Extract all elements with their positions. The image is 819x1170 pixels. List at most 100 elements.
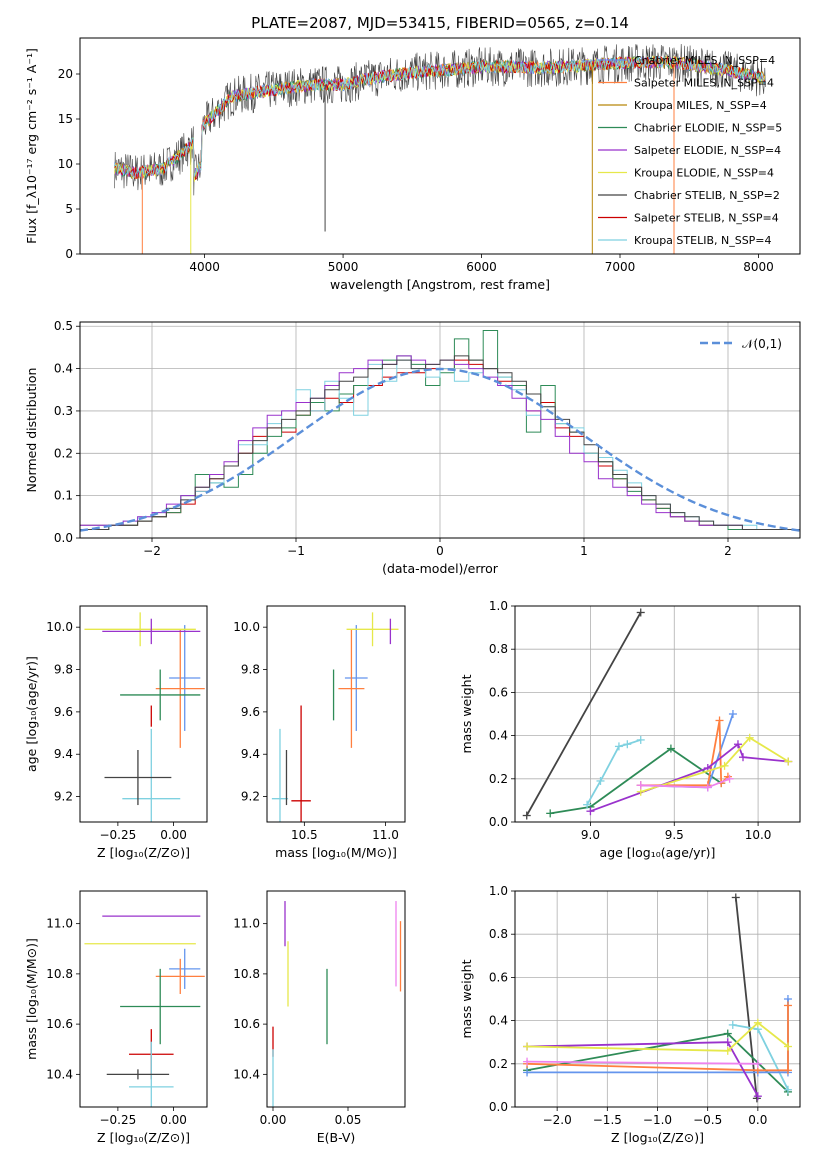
x-tick-label: −0.25 bbox=[99, 1113, 136, 1127]
y-tick-label: 11.0 bbox=[46, 917, 73, 931]
y-tick-label: 9.4 bbox=[241, 747, 260, 761]
x-tick-label: 11.0 bbox=[372, 828, 399, 842]
y-tick-label: 0.0 bbox=[54, 531, 73, 545]
age-vs-z-plot-area bbox=[84, 612, 205, 822]
x-tick-label: 10.5 bbox=[291, 828, 318, 842]
weight-line bbox=[526, 1060, 758, 1065]
y-tick-label: 10.6 bbox=[233, 1017, 260, 1031]
x-tick-label: 7000 bbox=[605, 260, 636, 274]
spectrum-panel: 4000 5000 6000 7000 8000 0 5 10 15 20 wavelength [… bbox=[24, 37, 801, 292]
y-axis-label: age [log₁₀(age/yr)] bbox=[24, 656, 39, 772]
y-tick-label: 0.5 bbox=[54, 319, 73, 333]
y-axis-label: Normed distribution bbox=[24, 368, 39, 493]
y-tick-label: 9.2 bbox=[241, 790, 260, 804]
mass-vs-ebv-plot-area bbox=[272, 901, 402, 1107]
residuals-panel: −2 −1 0 1 2 0.0 0.1 0.2 0.3 0.4 0.5 (data-model)/er… bbox=[24, 319, 801, 576]
spectrum-line bbox=[114, 56, 766, 181]
x-tick-label: 6000 bbox=[466, 260, 497, 274]
x-axis-label: (data-model)/error bbox=[382, 561, 499, 576]
legend-label: 𝒩(0,1) bbox=[742, 337, 782, 351]
x-tick-label: 9.0 bbox=[581, 828, 600, 842]
x-axis-label: wavelength [Angstrom, rest frame] bbox=[330, 277, 550, 292]
y-tick-label: 0.4 bbox=[54, 362, 73, 376]
y-tick-label: 20 bbox=[58, 67, 73, 81]
weight-vs-z-plot-area bbox=[523, 893, 792, 1103]
x-tick-label: 0.05 bbox=[335, 1113, 362, 1127]
x-axis-label: mass [log₁₀(M/M⊙)] bbox=[275, 845, 397, 860]
age-vs-mass-panel: 10.5 11.0 9.2 9.4 9.6 9.8 10.0 mass [log₁₀(M/M⊙… bbox=[233, 605, 406, 860]
age-vs-z-panel: −0.25 0.00 9.2 9.4 9.6 9.8 10.0 Z [log₁₀(Z/Z⊙)]… bbox=[24, 605, 208, 860]
y-tick-label: 0.3 bbox=[54, 404, 73, 418]
x-axis-label: Z [log₁₀(Z/Z⊙)] bbox=[97, 845, 190, 860]
x-tick-label: 0 bbox=[436, 544, 444, 558]
y-axis-label: mass weight bbox=[459, 674, 474, 753]
legend-label: Chabrier MILES, N_SSP=4 bbox=[634, 54, 775, 67]
legend-label: Kroupa MILES, N_SSP=4 bbox=[634, 99, 767, 112]
y-tick-label: 0.8 bbox=[489, 927, 508, 941]
x-tick-label: 0.0 bbox=[748, 1113, 767, 1127]
spectrum-plot-area bbox=[114, 43, 766, 254]
y-tick-label: 0.6 bbox=[489, 970, 508, 984]
x-tick-label: −2 bbox=[143, 544, 161, 558]
legend-label: Salpeter ELODIE, N_SSP=4 bbox=[634, 144, 781, 157]
x-tick-label: 0.00 bbox=[160, 828, 187, 842]
figure-title: PLATE=2087, MJD=53415, FIBERID=0565, z=0… bbox=[251, 14, 629, 32]
age-vs-mass-plot-area bbox=[271, 612, 399, 822]
y-tick-label: 0.8 bbox=[489, 642, 508, 656]
mass-vs-z-panel: −0.25 0.00 10.4 10.6 10.8 11.0 Z [log₁₀(Z/Z⊙)]… bbox=[24, 890, 208, 1145]
y-axis-label: mass [log₁₀(M/M⊙)] bbox=[24, 938, 39, 1060]
axes-frame bbox=[79, 37, 801, 255]
legend-label: Chabrier STELIB, N_SSP=2 bbox=[634, 189, 780, 202]
y-tick-label: 10.4 bbox=[46, 1067, 73, 1081]
y-tick-label: 9.6 bbox=[241, 705, 260, 719]
x-tick-label: 0.00 bbox=[160, 1113, 187, 1127]
y-tick-label: 0.6 bbox=[489, 685, 508, 699]
x-tick-label: −2.0 bbox=[543, 1113, 572, 1127]
x-tick-label: 4000 bbox=[189, 260, 220, 274]
x-tick-label: 0.00 bbox=[260, 1113, 287, 1127]
residuals-plot-area bbox=[80, 330, 800, 532]
y-tick-label: 0.2 bbox=[489, 1057, 508, 1071]
y-tick-label: 0.1 bbox=[54, 489, 73, 503]
y-tick-label: 9.4 bbox=[54, 747, 73, 761]
weight-vs-age-panel: 9.0 9.5 10.0 0.0 0.2 0.4 0.6 0.8 1.0 age [log₁₀(a… bbox=[459, 599, 801, 860]
x-axis-label: Z [log₁₀(Z/Z⊙)] bbox=[97, 1130, 190, 1145]
y-tick-label: 1.0 bbox=[489, 599, 508, 613]
weight-line bbox=[590, 742, 789, 813]
weight-line bbox=[550, 747, 722, 815]
y-tick-label: 15 bbox=[58, 112, 73, 126]
legend-label: Salpeter MILES, N_SSP=4 bbox=[634, 77, 774, 90]
y-tick-label: 9.8 bbox=[241, 663, 260, 677]
x-axis-label: E(B-V) bbox=[317, 1130, 356, 1145]
weight-line bbox=[734, 897, 758, 1099]
legend-label: Kroupa ELODIE, N_SSP=4 bbox=[634, 167, 774, 180]
weight-line bbox=[640, 736, 789, 793]
y-tick-label: 9.8 bbox=[54, 663, 73, 677]
x-tick-label: −1.0 bbox=[643, 1113, 672, 1127]
y-tick-label: 10.4 bbox=[233, 1067, 260, 1081]
spectrum-line bbox=[114, 55, 765, 178]
x-tick-label: −0.25 bbox=[99, 828, 136, 842]
x-tick-label: 9.5 bbox=[665, 828, 684, 842]
x-axis-label: Z [log₁₀(Z/Z⊙)] bbox=[611, 1130, 704, 1145]
y-tick-label: 0 bbox=[65, 247, 73, 261]
x-tick-label: −1 bbox=[287, 544, 305, 558]
weight-vs-z-panel: −2.0 −1.5 −1.0 −0.5 0.0 0.0 0.2 0.4 0.6 0.8 1.0 Z [… bbox=[459, 884, 801, 1145]
y-tick-label: 5 bbox=[65, 202, 73, 216]
y-axis-label: mass weight bbox=[459, 959, 474, 1038]
axes-frame bbox=[266, 605, 406, 823]
axes-frame bbox=[79, 605, 208, 823]
y-tick-label: 10.8 bbox=[233, 967, 260, 981]
x-tick-label: 8000 bbox=[743, 260, 774, 274]
y-tick-label: 1.0 bbox=[489, 884, 508, 898]
x-tick-label: 2 bbox=[724, 544, 732, 558]
y-tick-label: 0.4 bbox=[489, 1014, 508, 1028]
y-tick-label: 9.6 bbox=[54, 705, 73, 719]
y-tick-label: 0.2 bbox=[54, 446, 73, 460]
x-tick-label: 1 bbox=[580, 544, 588, 558]
weight-vs-age-plot-area bbox=[522, 608, 793, 820]
x-tick-label: 5000 bbox=[328, 260, 359, 274]
y-tick-label: 10 bbox=[58, 157, 73, 171]
y-tick-label: 10.0 bbox=[46, 620, 73, 634]
